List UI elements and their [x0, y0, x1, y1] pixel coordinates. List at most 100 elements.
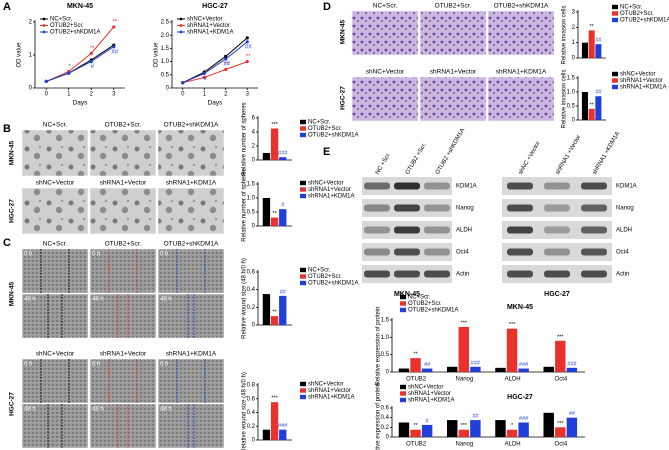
legend-swatch: [400, 391, 406, 396]
micrograph: [351, 76, 419, 122]
significance: **: [272, 211, 277, 217]
point: [67, 71, 71, 75]
x-tick-label: Nanog: [456, 442, 474, 448]
row-label: MKN-45: [9, 141, 16, 166]
blot-row-label: Oct4: [616, 250, 629, 256]
x-tick-label: ALDH: [505, 442, 521, 448]
legend-label: shNC+Vector: [620, 72, 656, 78]
bar: [398, 422, 410, 437]
point: [181, 81, 185, 85]
y-tick-label: 0.5: [161, 72, 170, 78]
bar: [518, 368, 529, 372]
significance: #: [204, 76, 208, 82]
micrograph: [157, 403, 225, 449]
blot-band: [364, 270, 390, 278]
bar: [543, 412, 554, 437]
legend-label: shRNA1+Vector: [620, 78, 663, 84]
blot-row-label: ALDH: [456, 228, 472, 234]
panel-letter: B: [3, 123, 11, 135]
micrograph: [21, 187, 89, 235]
significance: #: [426, 418, 430, 424]
lane-label: OTUB2 +Scr.: [405, 142, 428, 176]
point: [224, 57, 228, 61]
image-caption: NC+Scr.: [373, 3, 398, 10]
series-line: [182, 41, 248, 84]
y-tick-label: 0.6: [247, 270, 256, 276]
significance: ###: [567, 361, 577, 367]
blot-band: [364, 226, 390, 234]
row-label: HGC-27: [340, 86, 347, 110]
y-tick-label: 2: [572, 25, 576, 31]
legend-label: OTUB2+Scr.: [308, 126, 342, 132]
micrograph: [157, 129, 225, 177]
bar: [421, 368, 433, 372]
time-label: 48 h: [160, 297, 172, 303]
legend-swatch: [300, 132, 306, 138]
bar: [495, 367, 506, 372]
bar: [262, 198, 271, 226]
legend-swatch: [300, 119, 306, 125]
bar: [458, 326, 470, 372]
time-label: 0 h: [92, 252, 100, 258]
x-tick-label: 1: [203, 92, 207, 98]
time-label: 0 h: [160, 362, 168, 368]
bar: [470, 420, 481, 437]
blot-band: [544, 226, 570, 234]
point: [245, 60, 249, 64]
point: [112, 45, 116, 49]
blot-band: [507, 182, 533, 190]
bar: [495, 420, 506, 437]
y-tick-label: 0: [572, 118, 576, 124]
x-tick-label: Oct4: [555, 377, 568, 383]
micrograph: [487, 10, 555, 56]
significance: **: [590, 102, 595, 108]
series-line: [46, 26, 115, 82]
significance: ***: [461, 320, 468, 326]
bar: [270, 128, 279, 160]
lane-label: OTUB2 +shKDM1A: [435, 128, 466, 176]
micrograph: [21, 293, 89, 339]
row-label: MKN-45: [340, 20, 347, 45]
image-caption: shRNA1+KDM1A: [166, 180, 217, 187]
blot-row-label: Actin: [456, 272, 469, 278]
legend-swatch: [300, 126, 306, 131]
blot-cell-line: MKN-45: [394, 291, 420, 298]
x-tick-label: ALDH: [505, 377, 521, 383]
time-label: 48 h: [92, 407, 104, 413]
x-axis-label: Days: [73, 100, 89, 107]
y-axis-label: Relative wound size (48 h/0 h): [242, 372, 248, 450]
point: [224, 54, 228, 58]
bar: [555, 427, 566, 437]
micrograph: [157, 358, 225, 404]
legend-label: OTUB2+Scr.: [50, 23, 84, 29]
legend-label: shRNA1+Vector: [308, 187, 351, 193]
legend-marker: [179, 30, 183, 34]
y-tick-label: 1.0: [247, 196, 256, 202]
point: [224, 67, 228, 72]
micrograph: [351, 10, 419, 56]
blot-band: [424, 204, 450, 212]
significance: ###: [278, 151, 288, 157]
blot-band: [507, 204, 533, 212]
bar: [262, 294, 271, 325]
significance: ***: [271, 396, 278, 402]
y-tick-label: 0.6: [247, 396, 256, 402]
significance: ##: [569, 411, 576, 417]
legend-label: shRNA1+Vector: [308, 388, 351, 394]
time-label: 48 h: [92, 297, 104, 303]
point: [89, 51, 93, 55]
image-caption: OTUB2+Scr.: [105, 122, 142, 129]
micrograph: [89, 358, 157, 404]
significance: *: [69, 64, 72, 70]
legend-label: shRNA1+KDM1A: [187, 30, 234, 36]
legend-label: OTUB2+Scr.: [308, 274, 342, 280]
bar: [595, 96, 602, 120]
blot-band: [544, 270, 570, 278]
bar: [506, 429, 518, 437]
blot-band: [364, 248, 390, 256]
bar: [470, 366, 481, 372]
y-tick-label: 0: [252, 323, 256, 329]
time-label: 48 h: [24, 297, 36, 303]
legend-label: shRNA1+KDM1A: [408, 398, 455, 404]
y-axis-label: Relative invasion cells: [562, 5, 568, 64]
